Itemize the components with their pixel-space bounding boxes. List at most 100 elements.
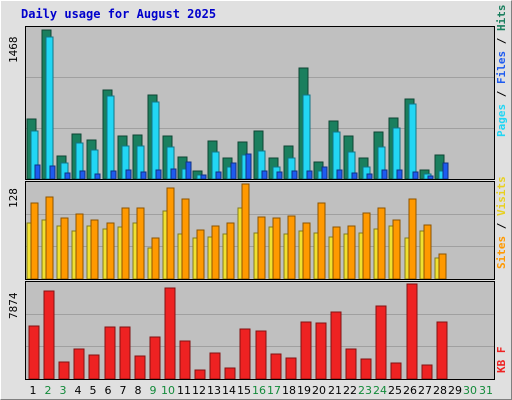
bar-sites-day-7	[121, 207, 130, 279]
day-label-12: 12	[192, 384, 206, 397]
legend-separator: /	[495, 84, 508, 104]
day-label-30: 30	[463, 384, 477, 397]
bottom-side-legend: KB F	[495, 347, 508, 374]
middle-scale-label: 128	[7, 188, 20, 208]
bar-pages-day-19	[306, 170, 313, 179]
bar-sites-day-8	[136, 207, 145, 279]
bar-sites-day-4	[75, 213, 84, 279]
day-label-26: 26	[403, 384, 417, 397]
day-label-18: 18	[282, 384, 296, 397]
bar-sites-day-3	[60, 217, 69, 279]
bar-kb-f-day-22	[345, 348, 357, 379]
bar-sites-day-26	[408, 198, 417, 279]
day-label-16: 16	[252, 384, 266, 397]
bar-pages-day-17	[276, 171, 283, 179]
grid-line	[26, 214, 494, 215]
top-side-legend: Pages / Files / Hits	[495, 5, 508, 138]
bar-kb-f-day-3	[58, 361, 70, 379]
bar-files-day-16	[257, 150, 266, 179]
bar-files-day-9	[151, 101, 160, 179]
bar-kb-f-day-25	[390, 362, 402, 379]
day-label-29: 29	[448, 384, 462, 397]
bar-kb-f-day-23	[360, 358, 372, 379]
bar-sites-day-21	[332, 226, 341, 279]
bar-pages-day-12	[200, 174, 207, 179]
day-label-14: 14	[222, 384, 236, 397]
bar-kb-f-day-1	[28, 325, 40, 379]
day-label-11: 11	[177, 384, 191, 397]
bar-sites-day-19	[302, 222, 311, 279]
day-label-7: 7	[119, 384, 127, 397]
bar-kb-f-day-16	[255, 330, 267, 379]
legend-visits: Visits	[495, 176, 508, 216]
grid-line	[26, 77, 494, 78]
bar-sites-day-1	[30, 202, 39, 279]
day-label-17: 17	[267, 384, 281, 397]
visits-sites-panel	[25, 181, 495, 280]
bar-sites-day-9	[151, 237, 160, 279]
bar-kb-f-day-10	[164, 287, 176, 379]
bar-files-day-18	[287, 157, 296, 179]
kbytes-panel	[25, 281, 495, 380]
day-label-21: 21	[328, 384, 342, 397]
bar-kb-f-day-2	[43, 290, 55, 379]
legend-hits: Hits	[495, 4, 508, 32]
day-label-6: 6	[104, 384, 112, 397]
grid-line	[26, 128, 494, 129]
bar-sites-day-18	[287, 215, 296, 279]
bar-files-day-1	[30, 130, 39, 179]
bar-files-day-19	[302, 94, 311, 179]
bar-pages-day-15	[245, 153, 252, 179]
bar-pages-day-7	[125, 169, 132, 179]
day-label-19: 19	[297, 384, 311, 397]
bar-sites-day-20	[317, 202, 326, 279]
chart-title: Daily usage for August 2025	[21, 7, 217, 21]
bar-kb-f-day-24	[375, 305, 387, 379]
bar-pages-day-23	[366, 173, 373, 179]
bar-kb-f-day-15	[239, 328, 251, 379]
legend-pages: Pages	[495, 103, 508, 137]
day-label-20: 20	[312, 384, 326, 397]
bar-pages-day-20	[321, 166, 328, 179]
bar-pages-day-22	[351, 172, 358, 179]
bar-pages-day-9	[155, 169, 162, 179]
bar-pages-day-2	[49, 165, 56, 179]
bar-pages-day-18	[291, 170, 298, 179]
bar-files-day-8	[136, 145, 145, 179]
top-scale-label: 1468	[7, 36, 20, 64]
bar-sites-day-2	[45, 196, 54, 279]
legend-sites: Sites	[495, 235, 508, 269]
day-label-27: 27	[418, 384, 432, 397]
bar-kb-f-day-18	[285, 357, 297, 379]
bar-pages-day-4	[79, 170, 86, 179]
day-label-2: 2	[44, 384, 52, 397]
day-label-10: 10	[161, 384, 175, 397]
bar-kb-f-day-5	[88, 354, 100, 379]
bar-kb-f-day-17	[270, 353, 282, 379]
bar-files-day-10	[166, 146, 175, 179]
bar-files-day-25	[392, 127, 401, 179]
bar-pages-day-21	[336, 169, 343, 179]
day-label-1: 1	[29, 384, 37, 397]
bar-kb-f-day-4	[73, 348, 85, 379]
bar-files-day-7	[121, 145, 130, 179]
bar-pages-day-13	[215, 171, 222, 179]
bar-pages-day-25	[396, 169, 403, 179]
bar-sites-day-24	[377, 207, 386, 279]
bar-kb-f-day-26	[406, 283, 418, 379]
bar-files-day-26	[408, 103, 417, 179]
bar-sites-day-10	[166, 187, 175, 279]
bar-pages-day-16	[261, 170, 268, 179]
bar-sites-day-23	[362, 212, 371, 279]
bar-sites-day-12	[196, 229, 205, 279]
bar-kb-f-day-9	[149, 336, 161, 379]
bar-kb-f-day-27	[421, 364, 433, 379]
bar-sites-day-13	[211, 225, 220, 279]
bar-sites-day-25	[392, 219, 401, 279]
bar-pages-day-27	[427, 175, 434, 179]
day-label-23: 23	[358, 384, 372, 397]
legend-separator: /	[495, 31, 508, 51]
day-label-31: 31	[479, 384, 493, 397]
grid-line	[26, 314, 494, 315]
